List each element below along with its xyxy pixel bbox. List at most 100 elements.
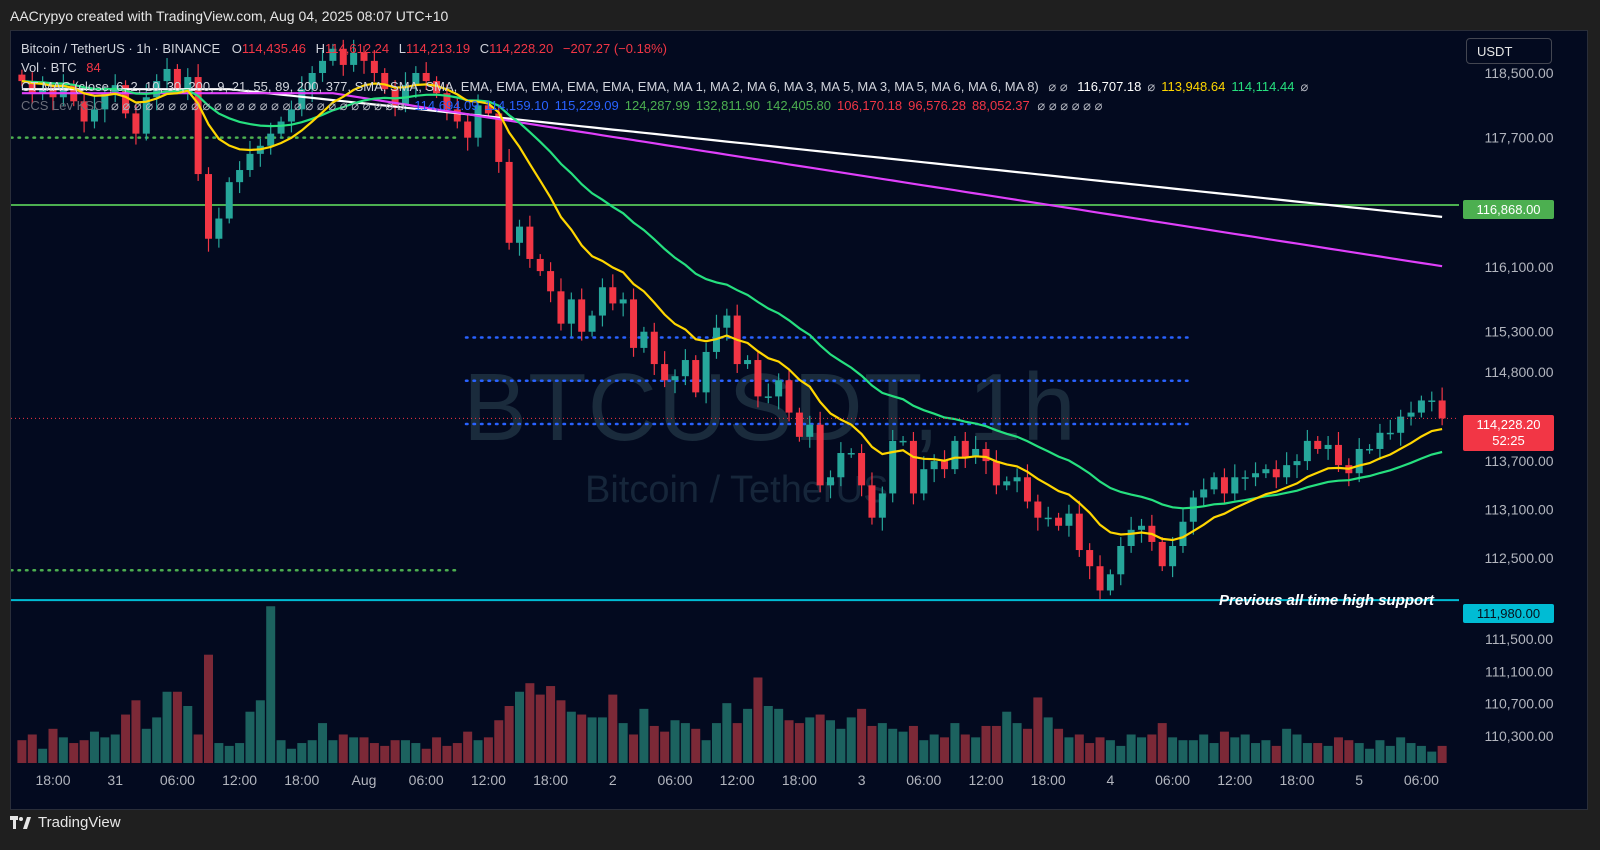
volume-bar (110, 734, 120, 763)
candle-body (1231, 477, 1239, 494)
last-price-label: 114,228.20 52:25 (1463, 415, 1554, 451)
tradingview-logo-icon (10, 815, 31, 829)
volume-bar (608, 694, 618, 763)
candle-body (401, 85, 409, 106)
candle-body (370, 60, 378, 73)
volume-bar (255, 700, 265, 763)
x-tick-label: Aug (352, 772, 377, 788)
volume-bar (442, 745, 452, 763)
candle-body (1189, 497, 1197, 522)
legend-close-label: C (479, 41, 490, 56)
volume-bar (183, 706, 193, 763)
candle-body (1376, 432, 1384, 449)
support-line-price-label: 111,980.00 (1463, 604, 1554, 623)
volume-bar (193, 734, 203, 763)
volume-bar (846, 717, 856, 763)
candle-body (1138, 525, 1145, 530)
volume-bar (722, 703, 732, 763)
candle-body (350, 52, 358, 65)
volume-bar (535, 694, 545, 763)
green-line-price-label: 116,868.00 (1463, 200, 1554, 219)
volume-bar (1074, 734, 1084, 763)
candle-body (246, 153, 254, 171)
volume-bar (1116, 745, 1126, 763)
volume-bar (660, 731, 670, 763)
legend-ccs-label[interactable]: CCS Lev KSC (21, 98, 104, 113)
volume-bar (1282, 728, 1292, 763)
candle-body (661, 364, 669, 381)
volume-bar (494, 720, 504, 763)
x-tick-label: 18:00 (533, 772, 568, 788)
candle-body (547, 271, 555, 292)
price-chart[interactable]: 118,500.00 117,700.00 116,100.00 115,300.00… (11, 31, 1587, 809)
candle-body (961, 440, 969, 458)
legend-symbol[interactable]: Bitcoin / TetherUS · 1h · BINANCE (21, 41, 221, 56)
candle-body (619, 299, 627, 304)
volume-bar (432, 737, 442, 763)
volume-bar (649, 725, 659, 763)
candle-body (1397, 416, 1405, 433)
volume-bar (1344, 740, 1354, 763)
candle-body (1386, 432, 1394, 435)
last-price-value: 114,228.20 (1476, 417, 1541, 432)
chart-area[interactable]: BTCUSDT, 1h Bitcoin / TetherUS 118,500.0… (10, 30, 1588, 810)
candle-body (122, 85, 130, 114)
volume-bar (680, 723, 690, 763)
candle-body (1106, 574, 1114, 591)
volume-bar (1209, 743, 1219, 763)
volume-bar (1385, 745, 1395, 763)
legend-ccs-trailing-nulls: ⌀ ⌀ ⌀ ⌀ ⌀ ⌀ (1037, 98, 1103, 113)
candle-body (1272, 469, 1280, 478)
legend-ma-values: 116,707.18 ⌀ 113,948.64 114,114.44 ⌀ (1071, 79, 1308, 94)
support-annotation[interactable]: Previous all time high support (1219, 592, 1435, 609)
volume-bar (318, 723, 328, 763)
volume-bar (1168, 737, 1178, 763)
volume-bar (1240, 734, 1250, 763)
candle-body (1428, 400, 1436, 402)
candle-body (1013, 477, 1021, 482)
volume-bar (1043, 717, 1053, 763)
candle-body (516, 226, 523, 243)
legend-ccs-row[interactable]: CCS Lev KSC ⌀ ⌀ ⌀ ⌀ ⌀ ⌀ ⌀ ⌀ ⌀ ⌀ ⌀ ⌀ ⌀ ⌀ … (21, 98, 1102, 114)
legend-ccs-value-0: 114,694.09 (414, 98, 479, 113)
candle-body (1169, 545, 1177, 567)
candle-body (39, 89, 47, 94)
candle-body (1220, 477, 1228, 494)
candle-body (1355, 448, 1363, 474)
volume-bar (1271, 745, 1281, 763)
legend-high-label: H (315, 41, 326, 56)
candle-body (764, 396, 772, 398)
volume-bar (1157, 723, 1167, 763)
volume-bar (452, 743, 462, 763)
volume-bar (131, 700, 141, 763)
candle-body (951, 440, 959, 470)
tradingview-brand[interactable]: TradingView (10, 814, 121, 831)
currency-selector-button[interactable]: USDT (1466, 38, 1552, 64)
candle-body (1158, 541, 1166, 567)
volume-bar (784, 720, 794, 763)
candle-body (878, 493, 886, 518)
volume-bar (546, 686, 556, 763)
candle-body (578, 299, 586, 332)
legend-close: 114,228.20 (489, 41, 554, 56)
legend-high: 114,612.24 (325, 41, 390, 56)
legend-open: 114,435.46 (241, 41, 307, 56)
x-tick-label: 4 (1107, 772, 1115, 788)
legend-ma-label[interactable]: CT MAC (close, 6, 2, 10, 30, 200, 9, 21,… (21, 79, 1039, 94)
x-tick-label: 5 (1355, 772, 1363, 788)
volume-bar (763, 706, 773, 763)
x-tick-label: 18:00 (284, 772, 319, 788)
volume-bar (349, 737, 359, 763)
x-tick-label: 12:00 (1217, 772, 1252, 788)
legend-volume-row[interactable]: Vol · BTC 84 (21, 60, 101, 75)
volume-bar (380, 745, 390, 763)
candle-body (858, 453, 866, 486)
volume-bar (1406, 743, 1416, 763)
y-tick-label: 116,100.00 (1484, 259, 1553, 275)
volume-bar (390, 740, 400, 763)
legend-symbol-row[interactable]: Bitcoin / TetherUS · 1h · BINANCE O114,4… (21, 41, 667, 56)
volume-bar (1375, 740, 1385, 763)
legend-volume-label[interactable]: Vol · BTC (21, 60, 77, 75)
legend-ma-row[interactable]: CT MAC (close, 6, 2, 10, 30, 200, 9, 21,… (21, 79, 1308, 95)
volume-bar (1292, 734, 1302, 763)
